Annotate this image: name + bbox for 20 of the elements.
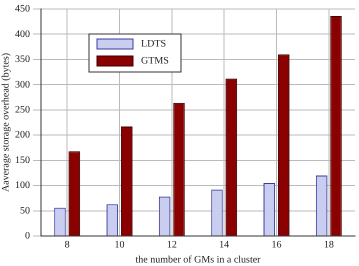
y-tick-label: 200 [15, 130, 30, 141]
y-tick-label: 300 [15, 79, 30, 90]
y-tick-label: 250 [15, 104, 30, 116]
x-tick-label: 10 [114, 240, 124, 251]
y-tick-label: 150 [15, 154, 30, 166]
x-tick-label: 12 [166, 240, 177, 251]
x-axis-title: the number of GMs in a cluster [136, 254, 262, 266]
y-tick-label: 450 [15, 4, 30, 15]
y-axis-title: Aaverage storage overhead (bytes) [0, 52, 12, 192]
legend-label: GTMS [141, 56, 169, 67]
legend-label: LDTS [141, 38, 166, 50]
y-tick-label: 100 [15, 180, 30, 192]
y-tick-label: 50 [20, 205, 30, 216]
y-tick-label: 350 [15, 54, 30, 66]
y-tick-label: 400 [15, 28, 30, 40]
x-tick-label: 18 [324, 240, 334, 251]
x-tick-label: 16 [272, 240, 282, 251]
x-tick-label: 14 [219, 240, 230, 251]
y-tick-label: 0 [25, 230, 30, 242]
x-tick-label: 8 [64, 240, 70, 251]
